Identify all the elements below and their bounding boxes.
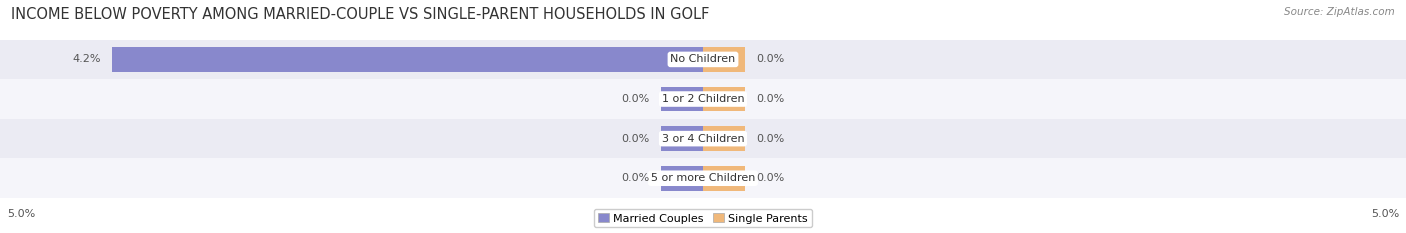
Bar <box>661 87 703 111</box>
Bar <box>0 158 1406 198</box>
Bar <box>661 166 703 191</box>
Text: No Children: No Children <box>671 55 735 64</box>
Bar <box>0 79 1406 119</box>
Legend: Married Couples, Single Parents: Married Couples, Single Parents <box>595 209 811 227</box>
Bar <box>0 119 1406 158</box>
Text: 0.0%: 0.0% <box>621 94 650 104</box>
Bar <box>661 126 703 151</box>
Bar <box>703 126 745 151</box>
Bar <box>703 166 745 191</box>
Text: 5 or more Children: 5 or more Children <box>651 173 755 183</box>
Text: Source: ZipAtlas.com: Source: ZipAtlas.com <box>1284 7 1395 17</box>
Bar <box>703 47 745 72</box>
Text: 0.0%: 0.0% <box>621 134 650 144</box>
Text: 0.0%: 0.0% <box>621 173 650 183</box>
Text: 5.0%: 5.0% <box>1371 209 1399 219</box>
Text: 5.0%: 5.0% <box>7 209 35 219</box>
Text: 0.0%: 0.0% <box>756 55 785 64</box>
Text: 0.0%: 0.0% <box>756 134 785 144</box>
Bar <box>0 40 1406 79</box>
Text: 0.0%: 0.0% <box>756 94 785 104</box>
Text: INCOME BELOW POVERTY AMONG MARRIED-COUPLE VS SINGLE-PARENT HOUSEHOLDS IN GOLF: INCOME BELOW POVERTY AMONG MARRIED-COUPL… <box>11 7 710 22</box>
Bar <box>703 87 745 111</box>
Text: 4.2%: 4.2% <box>73 55 101 64</box>
Text: 1 or 2 Children: 1 or 2 Children <box>662 94 744 104</box>
Bar <box>112 47 703 72</box>
Text: 3 or 4 Children: 3 or 4 Children <box>662 134 744 144</box>
Text: 0.0%: 0.0% <box>756 173 785 183</box>
